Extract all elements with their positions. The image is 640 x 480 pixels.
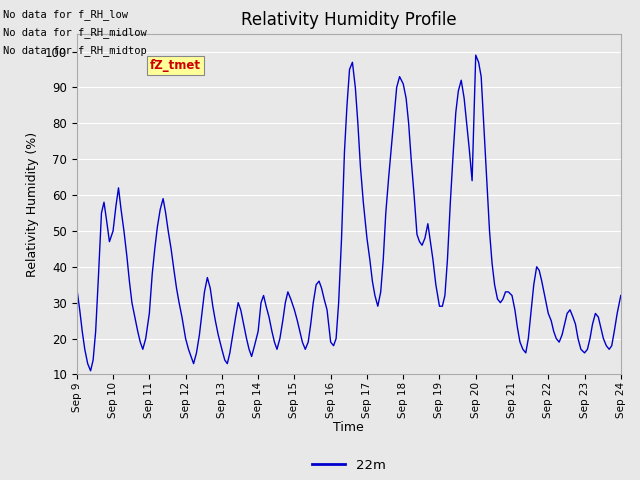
Text: No data for f_RH_midlow: No data for f_RH_midlow: [3, 27, 147, 38]
Text: No data for f_RH_low: No data for f_RH_low: [3, 9, 128, 20]
X-axis label: Time: Time: [333, 421, 364, 434]
Title: Relativity Humidity Profile: Relativity Humidity Profile: [241, 11, 456, 29]
Text: No data for f_RH_midtop: No data for f_RH_midtop: [3, 45, 147, 56]
Legend: 22m: 22m: [307, 453, 391, 477]
Y-axis label: Relativity Humidity (%): Relativity Humidity (%): [26, 132, 39, 276]
Text: fZ_tmet: fZ_tmet: [150, 60, 201, 72]
